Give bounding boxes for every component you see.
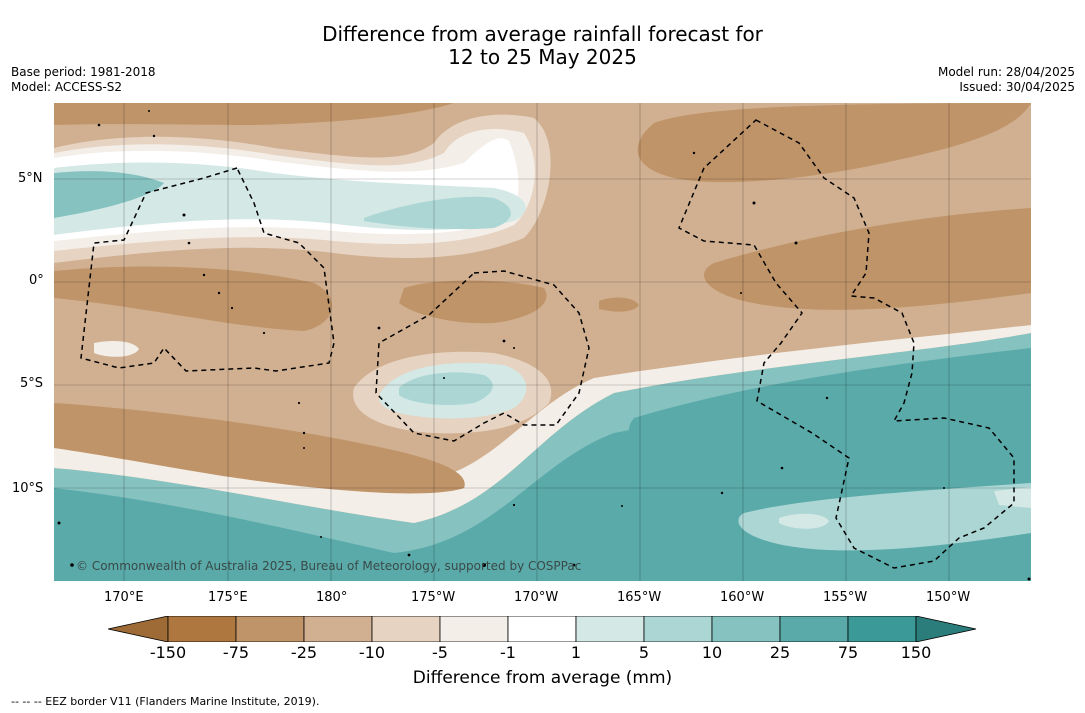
lat-label-equator: 0° (29, 273, 44, 288)
lat-label-10s: 10°S (12, 481, 44, 496)
eez-legend: -- -- -- EEZ border V11 (Flanders Marine… (11, 695, 320, 708)
dry-region-northeast (637, 103, 1031, 183)
eez-border-tuvalu (80, 167, 335, 372)
wet-core-west (54, 508, 454, 581)
colorbar-label: -5 (432, 643, 448, 662)
info-left: Base period: 1981-2018 Model: ACCESS-S2 (11, 65, 156, 95)
lon-label-180: 180° (316, 590, 348, 605)
base-period: Base period: 1981-2018 (11, 65, 156, 79)
lon-label-175e: 175°E (208, 590, 248, 605)
lat-label-5s: 5°S (20, 376, 44, 391)
colorbar-extend-high (915, 616, 977, 642)
lon-label-160w: 160°W (720, 590, 765, 605)
colorbar-label: 10 (701, 643, 723, 662)
title-line-1: Difference from average rainfall forecas… (322, 22, 763, 46)
dry-strip-top (54, 103, 454, 125)
pale-patch-west (94, 341, 139, 357)
rainfall-anomaly-map: © Commonwealth of Australia 2025, Bureau… (54, 103, 1031, 581)
colorbar-swatch (235, 616, 305, 642)
lon-label-175w: 175°W (411, 590, 456, 605)
model-run: Model run: 28/04/2025 (937, 65, 1075, 79)
colorbar-label: -10 (358, 643, 386, 662)
islands (57, 110, 1031, 581)
dry-region-southwest (54, 403, 465, 494)
colorbar-swatch (711, 616, 781, 642)
transition-band-south (54, 325, 1031, 523)
colorbar-swatch (575, 616, 645, 642)
colorbar (108, 616, 977, 642)
colorbar-swatch (167, 616, 237, 642)
colorbar-swatch (779, 616, 849, 642)
lon-label-170w: 170°W (514, 590, 559, 605)
wet-band-north-core (364, 196, 511, 230)
colorbar-extend-low (108, 616, 169, 642)
colorbar-label: 25 (769, 643, 791, 662)
colorbar-label: -75 (222, 643, 250, 662)
colorbar-label: 150 (900, 643, 932, 662)
colorbar-label: -150 (149, 643, 187, 662)
lon-label-170e: 170°E (104, 590, 144, 605)
colorbar-label: 5 (638, 643, 650, 662)
dry-region-west (54, 266, 333, 331)
wet-pocket-east-edge (994, 487, 1031, 508)
colorbar-label: -25 (290, 643, 318, 662)
colorbar-label: 75 (837, 643, 859, 662)
info-right: Model run: 28/04/2025 Issued: 30/04/2025 (938, 65, 1075, 95)
copyright-notice: © Commonwealth of Australia 2025, Bureau… (76, 559, 581, 573)
colorbar-label: 1 (570, 643, 582, 662)
lat-label-5n: 5°N (18, 171, 43, 186)
colorbar-swatch (371, 616, 441, 642)
lon-label-165w: 165°W (617, 590, 662, 605)
dry-patch-small (599, 297, 639, 312)
colorbar-swatch (439, 616, 509, 642)
wet-swirl-core (399, 372, 493, 406)
wet-band-north-west (54, 171, 164, 218)
dry-patch-central (399, 280, 547, 324)
lon-label-155w: 155°W (823, 590, 868, 605)
colorbar-label: -1 (500, 643, 516, 662)
colorbar-swatch (303, 616, 373, 642)
eez-borders (80, 119, 1015, 569)
eez-border-tokelau (375, 270, 590, 442)
eez-border-kiribati-line (678, 119, 1015, 569)
wet-region-southeast-light (738, 483, 1031, 551)
colorbar-title: Difference from average (mm) (412, 668, 673, 688)
title-line-2: 12 to 25 May 2025 (448, 45, 637, 69)
colorbar-swatch (847, 616, 917, 642)
grid-lines (54, 103, 1031, 581)
lon-label-150w: 150°W (926, 590, 971, 605)
wet-pocket-southeast (779, 513, 829, 529)
colorbar-swatch (643, 616, 713, 642)
issued-date: Issued: 30/04/2025 (959, 80, 1075, 94)
wet-core-central (628, 348, 1031, 469)
colorbar-swatch (507, 616, 577, 642)
model-name: Model: ACCESS-S2 (11, 80, 123, 94)
